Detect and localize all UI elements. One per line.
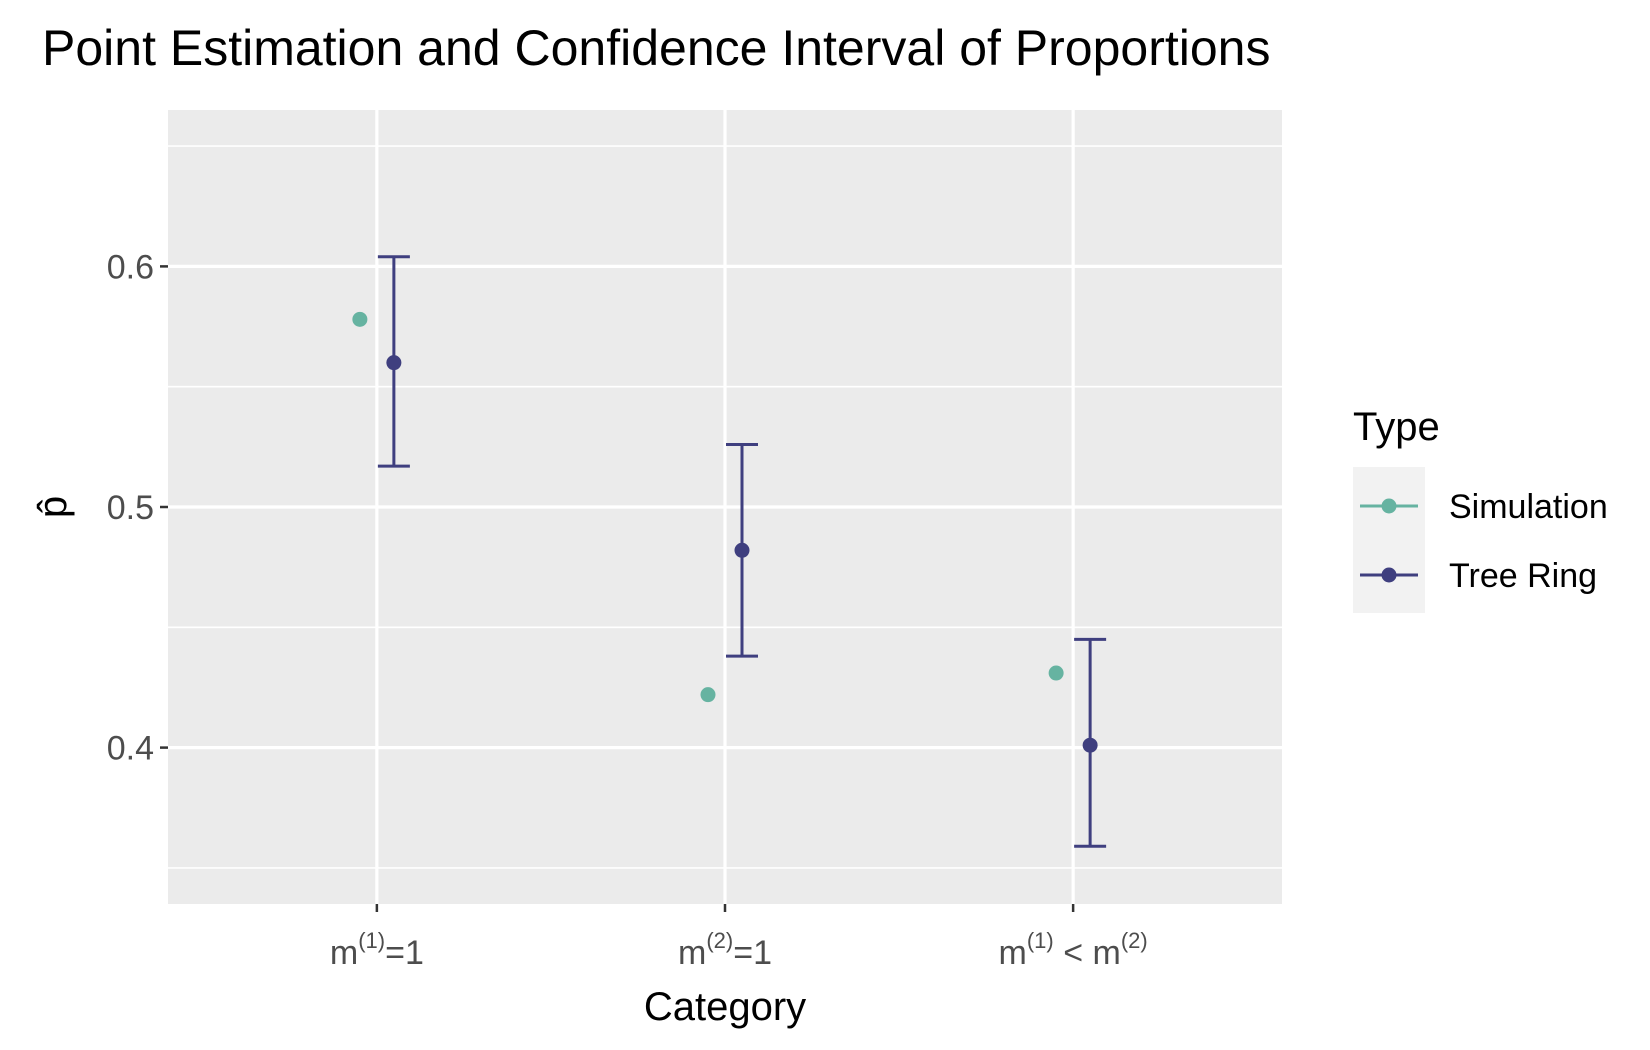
legend-key-background (1353, 467, 1425, 613)
x-tick-label: m(1) < m(2) (999, 928, 1148, 972)
data-point (1048, 665, 1064, 681)
legend-key-point (1381, 567, 1397, 583)
x-tick-label: m(2)=1 (678, 928, 772, 972)
data-point (1082, 737, 1098, 753)
chart-title: Point Estimation and Confidence Interval… (42, 20, 1270, 76)
legend: Type Simulation Tree Ring (1353, 405, 1608, 613)
x-axis-title: Category (644, 985, 806, 1029)
legend-label: Tree Ring (1449, 557, 1597, 595)
y-axis-title: p̂ (31, 496, 75, 518)
legend-key-point (1381, 498, 1397, 514)
y-tick-label: 0.5 (107, 489, 154, 527)
data-marks (352, 255, 1107, 848)
data-point (734, 542, 750, 558)
y-axis: 0.4 0.5 0.6 (107, 248, 168, 768)
y-tick-label: 0.6 (107, 248, 154, 286)
x-tick-label: m(1)=1 (330, 928, 424, 972)
data-point (700, 687, 716, 703)
legend-label: Simulation (1449, 488, 1608, 526)
data-point (386, 355, 402, 371)
data-point (352, 311, 368, 327)
y-tick-label: 0.4 (107, 730, 154, 768)
legend-title: Type (1353, 405, 1440, 449)
major-gridlines (168, 110, 1282, 904)
x-axis: m(1)=1 m(2)=1 m(1) < m(2) (330, 904, 1148, 972)
